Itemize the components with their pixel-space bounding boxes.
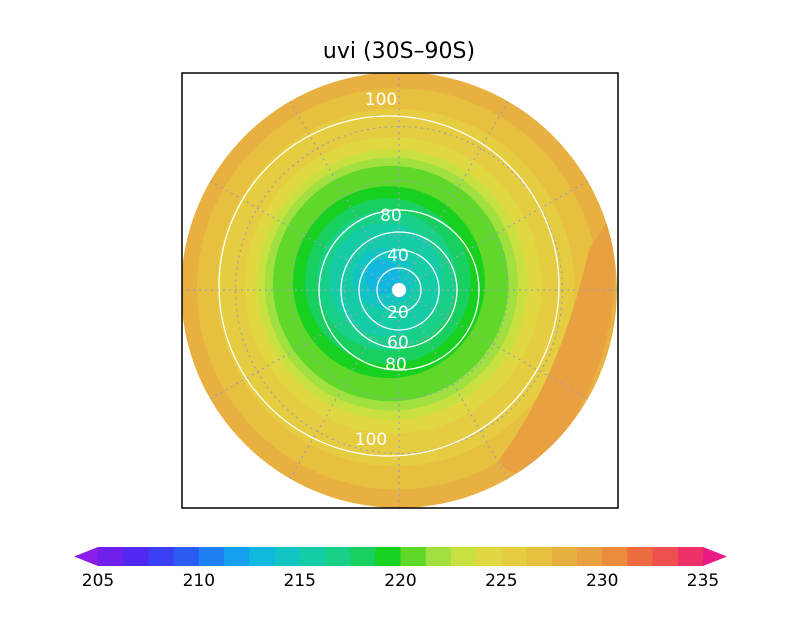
contour-label: 40 [387, 246, 409, 266]
colorbar-swatch [450, 547, 477, 566]
fill-band-warm-lobe [499, 220, 615, 474]
longitude-gridline [398, 100, 509, 291]
colorbar-tick-label: 210 [183, 571, 215, 591]
contour-lines [218, 115, 560, 457]
colorbar-swatch [501, 547, 528, 566]
colorbar-swatch [123, 547, 149, 566]
colorbar-tick-label: 225 [485, 571, 517, 591]
fill-band [365, 259, 400, 295]
contour-line-60 [340, 231, 458, 349]
colorbar-swatch [652, 547, 679, 566]
contour-label: 100 [365, 90, 397, 110]
colorbar-tick-label: 215 [283, 571, 315, 591]
contour-line-20 [376, 267, 422, 313]
longitude-gridline [289, 100, 400, 291]
longitude-gridline [209, 289, 400, 400]
colorbar-swatch [148, 547, 175, 566]
colorbar-swatch [526, 547, 553, 566]
contour-line-100 [218, 115, 560, 457]
colorbar-swatch [551, 547, 578, 566]
colorbar-tick-label: 205 [82, 571, 114, 591]
lat-lon-gridlines [182, 73, 617, 508]
chart-title: uvi (30S–90S) [323, 39, 475, 64]
colorbar-swatch [400, 547, 427, 566]
colorbar-swatch [299, 547, 326, 566]
colorbar-swatch [324, 547, 351, 566]
colorbar-tick-label: 235 [687, 571, 719, 591]
colorbar-swatch [425, 547, 452, 566]
contour-label: 60 [387, 333, 409, 353]
contour-line-40 [358, 249, 440, 331]
colorbar-swatch [350, 547, 376, 566]
longitude-gridline [209, 180, 400, 291]
colorbar-swatch [173, 547, 200, 566]
colorbar-swatch [375, 547, 401, 566]
colorbar-swatch [224, 547, 250, 566]
colorbar: 205 210 215 220 225 230 235 [74, 547, 727, 591]
colorbar-swatch [249, 547, 275, 566]
longitude-gridline [398, 289, 509, 480]
colorbar-tick-label: 230 [586, 571, 618, 591]
colorbar-swatch [198, 547, 225, 566]
contour-line-80 [318, 209, 480, 371]
colorbar-swatch [576, 547, 603, 566]
colorbar-tick-label: 220 [384, 571, 416, 591]
colorbar-swatch [602, 547, 628, 566]
colorbar-extend-high [703, 547, 727, 566]
map-frame [181, 72, 619, 509]
contour-label: 80 [380, 206, 402, 226]
colorbar-swatch [677, 547, 704, 566]
colorbar-swatch [274, 547, 301, 566]
longitude-gridline [398, 180, 589, 291]
pole-marker [392, 283, 406, 297]
colorbar-extend-low [74, 547, 98, 566]
longitude-gridline [289, 289, 400, 480]
colorbar-swatch [98, 547, 124, 566]
colorbar-swatch [476, 547, 502, 566]
contour-label: 80 [385, 355, 407, 375]
contour-label: 20 [387, 303, 409, 323]
longitude-gridline [398, 289, 589, 400]
contour-label: 100 [355, 430, 387, 450]
colorbar-swatch [627, 547, 654, 566]
